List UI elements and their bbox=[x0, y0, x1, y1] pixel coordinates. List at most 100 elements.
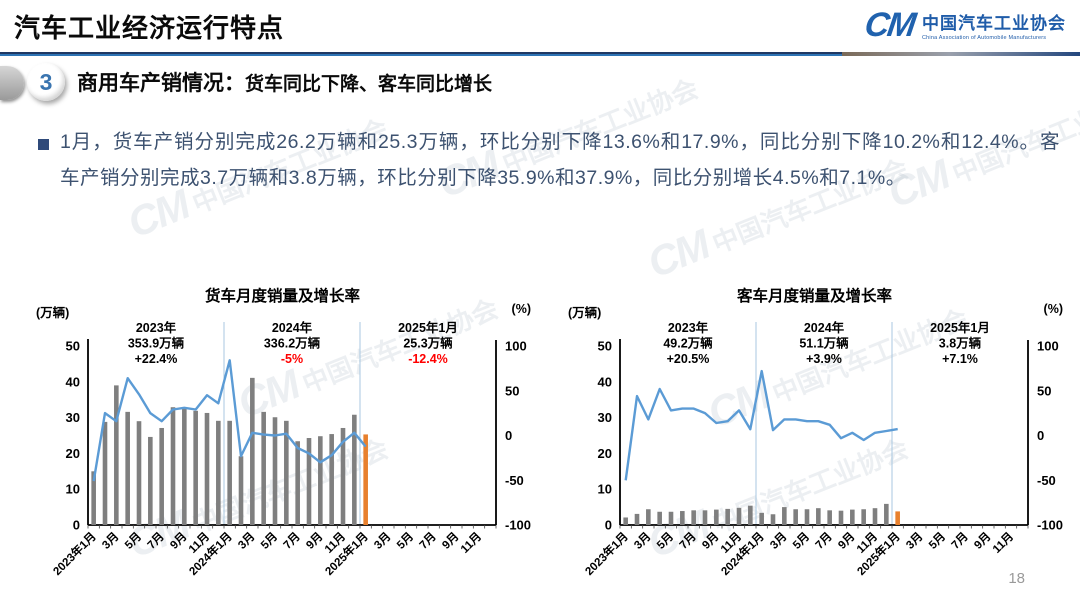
right-axis-unit-label: (%) bbox=[511, 302, 531, 316]
org-logo: CM 中国汽车工业协会 China Association of Automob… bbox=[862, 6, 1066, 44]
chart-title: 货车月度销量及增长率 bbox=[204, 288, 360, 305]
svg-text:5月: 5月 bbox=[654, 530, 676, 552]
svg-text:3月: 3月 bbox=[768, 530, 790, 552]
svg-text:40: 40 bbox=[66, 374, 80, 389]
section-number-badge: 3 bbox=[27, 63, 65, 101]
header-divider bbox=[0, 52, 1080, 56]
svg-text:40: 40 bbox=[598, 374, 612, 389]
svg-text:5月: 5月 bbox=[926, 530, 948, 552]
svg-text:7月: 7月 bbox=[677, 530, 699, 552]
svg-text:353.9万辆: 353.9万辆 bbox=[128, 336, 185, 351]
svg-text:11月: 11月 bbox=[458, 530, 484, 556]
svg-text:7月: 7月 bbox=[949, 530, 971, 552]
bullet-paragraph: 1月，货车产销分别完成26.2万辆和25.3万辆，环比分别下降13.6%和17.… bbox=[60, 131, 1060, 190]
svg-text:5月: 5月 bbox=[790, 530, 812, 552]
svg-text:2025年1月: 2025年1月 bbox=[930, 320, 990, 335]
year-separator-lines bbox=[755, 322, 893, 525]
monthly-sales-bars bbox=[91, 377, 368, 525]
section-subtitle: 货车同比下降、客车同比增长 bbox=[245, 74, 493, 95]
right-axis-tick-labels: 100 50 0 -50 -100 bbox=[1037, 339, 1063, 533]
svg-text:-50: -50 bbox=[1037, 473, 1056, 488]
section-title: 商用车产销情况： bbox=[77, 72, 245, 95]
svg-text:0: 0 bbox=[73, 518, 80, 533]
svg-text:2023年1月: 2023年1月 bbox=[50, 529, 99, 578]
axes bbox=[87, 339, 497, 529]
section-heading: 商用车产销情况：货车同比下降、客车同比增长 bbox=[77, 67, 492, 97]
svg-text:9月: 9月 bbox=[700, 530, 722, 552]
right-axis-unit-label: (%) bbox=[1043, 302, 1063, 316]
svg-text:-5%: -5% bbox=[281, 352, 303, 366]
svg-text:50: 50 bbox=[505, 383, 519, 398]
bullet-square-icon bbox=[38, 139, 49, 150]
svg-text:50: 50 bbox=[1037, 383, 1051, 398]
truck-sales-chart-panel: 货车月度销量及增长率 (万辆) (%) 0 10 20 30 40 50 100 50 0 -50… bbox=[30, 282, 535, 604]
svg-text:25.3万辆: 25.3万辆 bbox=[403, 336, 453, 351]
svg-text:50: 50 bbox=[598, 339, 612, 354]
svg-text:0: 0 bbox=[1037, 428, 1044, 443]
page-title: 汽车工业经济运行特点 bbox=[14, 13, 285, 43]
svg-text:50: 50 bbox=[66, 339, 80, 354]
svg-text:-100: -100 bbox=[1037, 518, 1063, 533]
growth-rate-line bbox=[624, 369, 898, 481]
svg-text:3月: 3月 bbox=[632, 530, 654, 552]
svg-text:7月: 7月 bbox=[145, 530, 167, 552]
left-axis-tick-labels: 0 10 20 30 40 50 bbox=[598, 339, 612, 533]
svg-text:30: 30 bbox=[598, 410, 612, 425]
svg-text:2024年: 2024年 bbox=[804, 320, 845, 335]
cm-logo-icon: CM bbox=[862, 6, 917, 44]
svg-text:3月: 3月 bbox=[372, 530, 394, 552]
svg-text:2023年: 2023年 bbox=[668, 320, 709, 335]
svg-text:30: 30 bbox=[66, 410, 80, 425]
svg-text:2025年1月: 2025年1月 bbox=[398, 320, 458, 335]
left-axis-tick-labels: 0 10 20 30 40 50 bbox=[66, 339, 80, 533]
svg-text:7月: 7月 bbox=[281, 530, 303, 552]
svg-text:-100: -100 bbox=[505, 518, 531, 533]
svg-text:5月: 5月 bbox=[258, 530, 280, 552]
svg-text:+20.5%: +20.5% bbox=[667, 352, 710, 366]
svg-text:9月: 9月 bbox=[972, 530, 994, 552]
svg-text:336.2万辆: 336.2万辆 bbox=[264, 336, 321, 351]
svg-text:2023年: 2023年 bbox=[136, 320, 177, 335]
axes bbox=[619, 339, 1029, 529]
bus-sales-chart-panel: 客车月度销量及增长率 (万辆) (%) 0 10 20 30 40 50 100 50 0 -50… bbox=[562, 282, 1067, 604]
svg-text:7月: 7月 bbox=[813, 530, 835, 552]
logo-name: 中国汽车工业协会 bbox=[922, 14, 1066, 33]
svg-text:+7.1%: +7.1% bbox=[942, 352, 978, 366]
right-axis-tick-labels: 100 50 0 -50 -100 bbox=[505, 339, 531, 533]
svg-text:+22.4%: +22.4% bbox=[135, 352, 178, 366]
svg-text:-12.4%: -12.4% bbox=[408, 352, 448, 366]
svg-text:5月: 5月 bbox=[394, 530, 416, 552]
year-separator-lines bbox=[223, 322, 361, 525]
svg-text:9月: 9月 bbox=[836, 530, 858, 552]
svg-text:10: 10 bbox=[66, 482, 80, 497]
header-divider-accent bbox=[842, 52, 1080, 56]
svg-text:2023年1月: 2023年1月 bbox=[582, 529, 631, 578]
svg-text:3月: 3月 bbox=[904, 530, 926, 552]
chart-title: 客车月度销量及增长率 bbox=[736, 288, 892, 305]
svg-text:51.1万辆: 51.1万辆 bbox=[799, 336, 849, 351]
svg-text:0: 0 bbox=[505, 428, 512, 443]
svg-text:3月: 3月 bbox=[236, 530, 258, 552]
left-axis-unit-label: (万辆) bbox=[36, 306, 70, 320]
svg-text:20: 20 bbox=[66, 446, 80, 461]
svg-text:20: 20 bbox=[598, 446, 612, 461]
svg-text:9月: 9月 bbox=[168, 530, 190, 552]
svg-text:100: 100 bbox=[1037, 339, 1059, 354]
svg-text:2024年: 2024年 bbox=[272, 320, 313, 335]
svg-text:0: 0 bbox=[605, 518, 612, 533]
growth-rate-line bbox=[92, 359, 367, 482]
svg-text:3.8万辆: 3.8万辆 bbox=[939, 336, 982, 351]
section-number: 3 bbox=[39, 68, 53, 95]
svg-text:10: 10 bbox=[598, 482, 612, 497]
logo-subtitle: China Association of Automobile Manufact… bbox=[922, 35, 1047, 41]
page-number: 18 bbox=[1008, 570, 1025, 587]
svg-text:9月: 9月 bbox=[304, 530, 326, 552]
svg-text:49.2万辆: 49.2万辆 bbox=[663, 336, 713, 351]
svg-text:5月: 5月 bbox=[122, 530, 144, 552]
